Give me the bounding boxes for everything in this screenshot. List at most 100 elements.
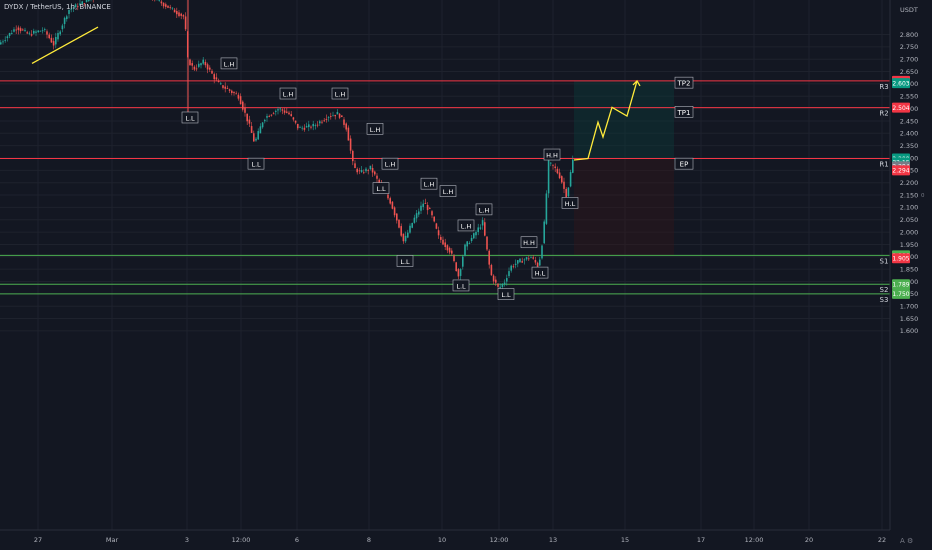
candle [396, 213, 398, 224]
candle-body [446, 245, 449, 251]
candle [330, 112, 332, 120]
candle-body [532, 257, 534, 259]
candle [178, 10, 180, 18]
candle-body [396, 213, 398, 221]
candle-body [33, 30, 35, 34]
candle [442, 236, 444, 246]
candle [228, 88, 231, 94]
candle-body [17, 27, 20, 31]
candle-body [486, 236, 488, 250]
candle [52, 37, 55, 50]
candle [312, 120, 314, 131]
candle-body [391, 201, 394, 209]
candle [510, 264, 512, 273]
structure-label: H.L [531, 266, 549, 279]
axis-settings-icon[interactable]: A ⚙ [900, 537, 913, 545]
y-tick-label: 2.650 [900, 68, 919, 76]
candle-body [283, 110, 286, 113]
structure-label: L.H [420, 177, 438, 190]
candle [173, 7, 176, 13]
candle [250, 121, 253, 134]
candle-body [510, 265, 512, 271]
candle-body [477, 227, 479, 233]
candle-body [255, 138, 257, 141]
candle [255, 137, 257, 142]
profit-zone [574, 80, 674, 159]
candle [525, 256, 528, 261]
candle-body [455, 262, 457, 272]
candle-body [558, 172, 561, 179]
candle [457, 267, 460, 280]
candle-body [363, 172, 365, 174]
candle-body [325, 118, 328, 120]
x-tick-label: 15 [621, 536, 629, 544]
candle [407, 229, 409, 239]
candle [444, 238, 446, 250]
candle-body [563, 181, 565, 189]
candle [209, 65, 211, 73]
candle [237, 92, 240, 101]
candle-body [407, 232, 409, 238]
level-name-s3: S3 [880, 296, 889, 304]
candle-body [167, 5, 169, 8]
candle-body [264, 119, 266, 122]
structure-label: H.L [561, 197, 579, 209]
candle-body [565, 188, 567, 199]
candle-body [479, 227, 482, 229]
candle [57, 30, 59, 42]
candle-body [506, 278, 508, 282]
candle-body [473, 233, 475, 239]
candle-body [13, 29, 15, 32]
x-tick-label: 10 [438, 536, 446, 544]
candle-body [0, 42, 2, 45]
candle [528, 255, 530, 262]
stop-zone [574, 158, 674, 256]
candle-body [572, 159, 574, 173]
candle [17, 25, 20, 35]
candle-body [22, 29, 24, 31]
candle-body [444, 242, 446, 248]
candle-body [556, 168, 559, 174]
candle-body [470, 237, 473, 241]
candle [294, 120, 297, 125]
price-badge-text: 1.750 [892, 291, 909, 298]
candle-body [525, 257, 528, 260]
candle-body [475, 231, 477, 236]
candle-body [281, 109, 284, 111]
candle [30, 30, 33, 37]
candle [393, 206, 396, 218]
candle-body [206, 64, 209, 70]
candle [418, 208, 420, 218]
candle [530, 256, 532, 259]
candle-body [503, 282, 506, 285]
candle [272, 111, 275, 115]
candle-body [68, 9, 70, 14]
candle [224, 82, 226, 93]
level-name-s2: S2 [880, 286, 889, 294]
candle-body [79, 3, 81, 6]
structure-label: L.H [475, 203, 493, 216]
candle-body [30, 34, 33, 36]
candle-body [191, 63, 193, 66]
candle-body [70, 8, 72, 10]
candle-body [321, 121, 323, 123]
structure-label: L.L [452, 279, 470, 292]
candle-body [215, 77, 218, 80]
candle [2, 39, 4, 45]
candle-body [294, 120, 297, 123]
candle [15, 25, 17, 35]
candle [233, 91, 235, 96]
x-tick-label: 12:00 [745, 536, 764, 544]
candle [301, 125, 303, 131]
candle [561, 175, 563, 184]
candle [239, 93, 242, 105]
x-tick-label: 13 [549, 536, 557, 544]
candle [193, 65, 196, 72]
candle-body [44, 29, 46, 30]
price-badge-text: 2.504 [892, 105, 909, 112]
candle [8, 32, 11, 39]
candle [550, 162, 552, 167]
candle-body [39, 30, 42, 32]
candle-body [308, 124, 310, 128]
